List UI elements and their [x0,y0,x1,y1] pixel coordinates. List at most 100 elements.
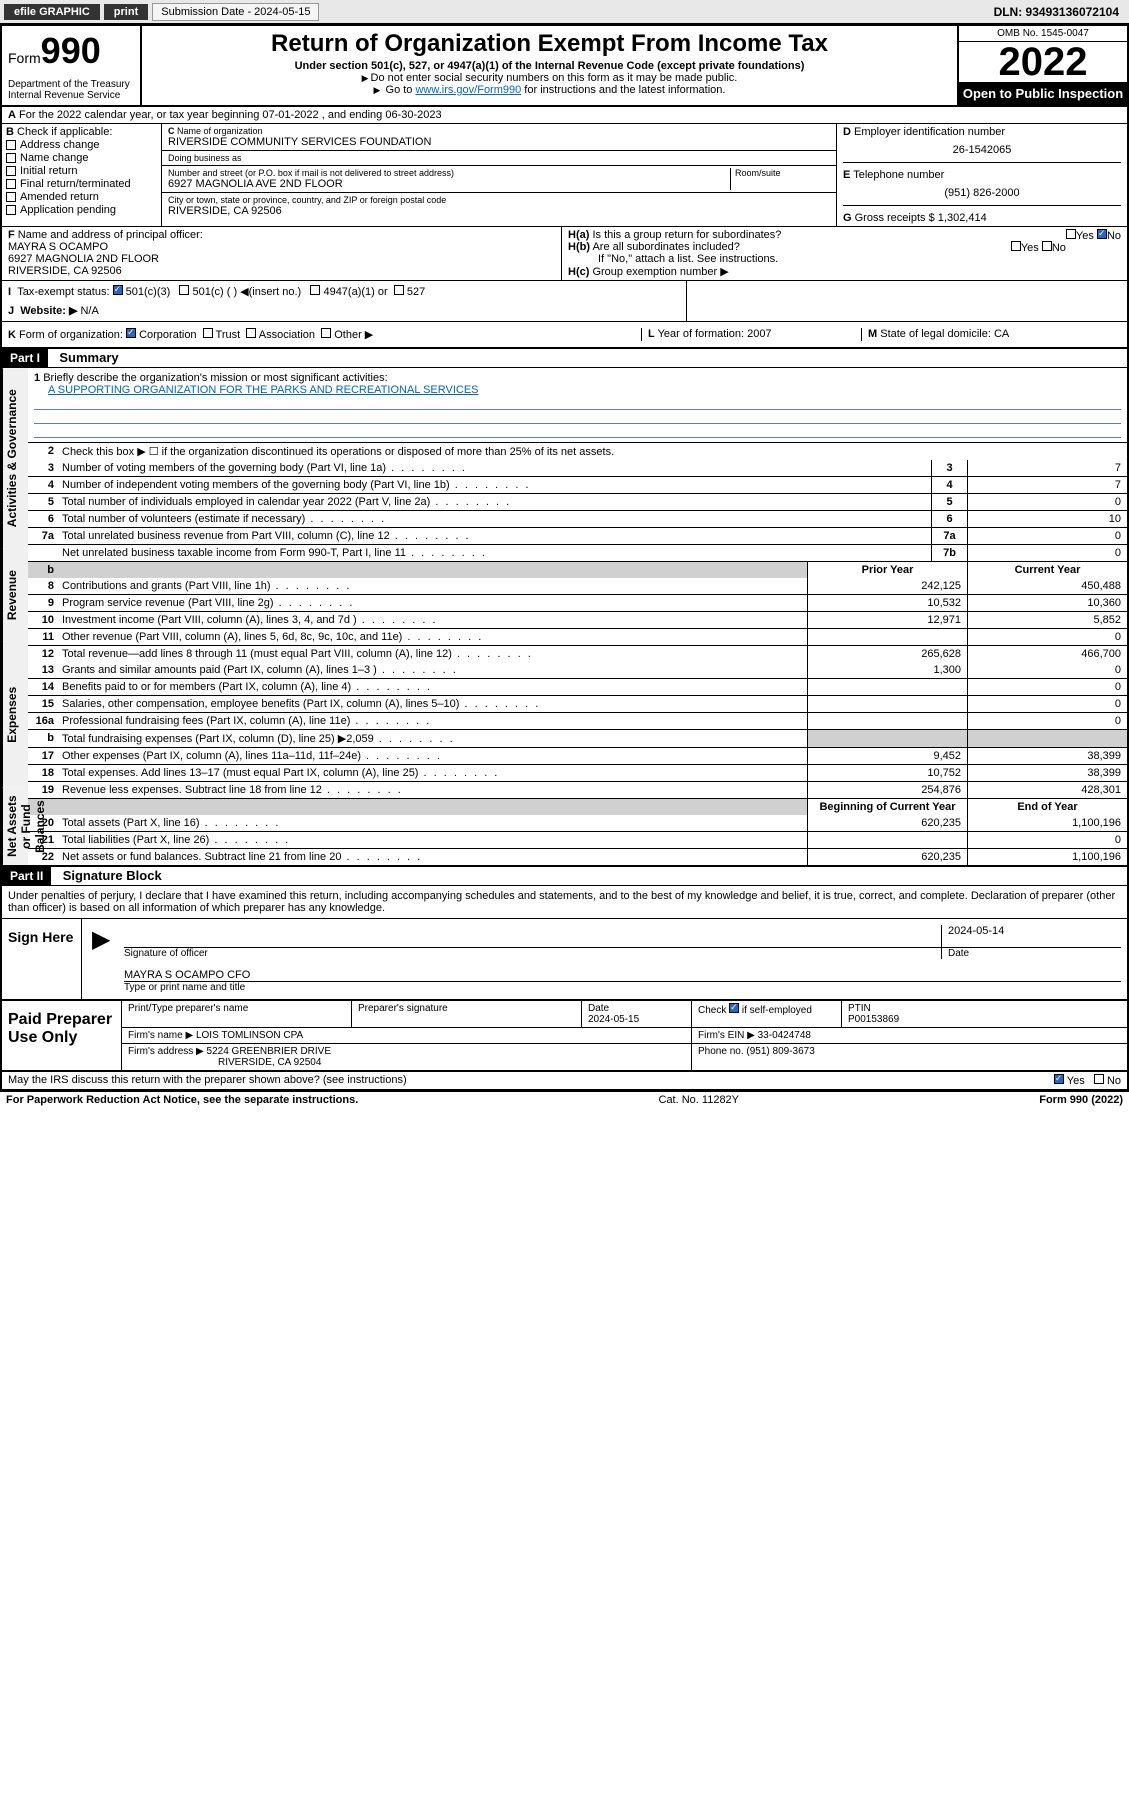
row-j: J Website: ▶ N/A [8,304,680,317]
summary-line: 7aTotal unrelated business revenue from … [28,527,1127,544]
sig-declaration: Under penalties of perjury, I declare th… [2,886,1127,919]
vtab-exp: Expenses [2,642,28,788]
exp-lines: 13Grants and similar amounts paid (Part … [28,662,1127,798]
gross-value: 1,302,414 [938,212,987,224]
prep-head-row: Print/Type preparer's name Preparer's si… [122,1001,1127,1028]
row-i-j-left: I Tax-exempt status: 501(c)(3) 501(c) ( … [2,281,687,321]
mission-line [34,396,1121,410]
chk-label: Final return/terminated [20,178,131,190]
row-k: K Form of organization: Corporation Trus… [2,322,1127,349]
officer-addr1: 6927 MAGNOLIA 2ND FLOOR [8,253,159,265]
summary-line: 9Program service revenue (Part VIII, lin… [28,594,1127,611]
form-foot: Form 990 (2022) [1039,1094,1123,1106]
mission-line [34,410,1121,424]
irs-link[interactable]: www.irs.gov/Form990 [415,84,521,96]
vtab-column: Activities & Governance Revenue Expenses… [2,368,28,865]
prep-date-col: Date2024-05-15 [582,1001,692,1027]
row-k-left: K Form of organization: Corporation Trus… [8,328,641,341]
note-ssn: Do not enter social security numbers on … [150,72,949,84]
mission-text[interactable]: A SUPPORTING ORGANIZATION FOR THE PARKS … [48,384,479,396]
summary-line: 5Total number of individuals employed in… [28,493,1127,510]
summary-line: 18Total expenses. Add lines 13–17 (must … [28,764,1127,781]
form-number: Form990 [8,30,134,72]
opt-4947: 4947(a)(1) or [323,286,387,298]
box-d-e-g: D Employer identification number 26-1542… [837,124,1127,226]
chk-self-employed[interactable] [729,1003,739,1013]
cat-no: Cat. No. 11282Y [358,1094,1039,1106]
org-name: RIVERSIDE COMMUNITY SERVICES FOUNDATION [168,136,830,148]
opt-527: 527 [407,286,425,298]
hb-yes-chk[interactable] [1011,241,1021,251]
hb-no-chk[interactable] [1042,241,1052,251]
col-head-row2: Beginning of Current Year End of Year [28,798,1127,815]
summary-content: 1 Briefly describe the organization's mi… [28,368,1127,865]
hb-label: Are all subordinates included? [592,241,739,253]
prep-check-col: Check if self-employed [692,1001,842,1027]
goto-pre: Go to [386,84,416,96]
discuss-no-chk[interactable] [1094,1074,1104,1084]
chk-amended[interactable]: Amended return [6,191,157,203]
tax-year-range: For the 2022 calendar year, or tax year … [19,109,442,121]
opt-501c: 501(c) ( ) ◀(insert no.) [193,286,302,298]
summary-line: 14Benefits paid to or for members (Part … [28,678,1127,695]
tax-year: 2022 [959,42,1127,82]
org-name-label: Name of organization [177,126,263,136]
discuss-yes-chk[interactable] [1054,1074,1064,1084]
q1-block: 1 Briefly describe the organization's mi… [28,368,1127,442]
row-a-taxyear: A For the 2022 calendar year, or tax yea… [2,107,1127,124]
efile-button[interactable]: efile GRAPHIC [4,4,100,20]
org-name-block: C Name of organization RIVERSIDE COMMUNI… [162,124,836,151]
summary-line: 21Total liabilities (Part X, line 26)0 [28,831,1127,848]
col-current-year: Current Year [967,562,1127,578]
vtab-gov: Activities & Governance [2,368,28,548]
col-prior-year: Prior Year [807,562,967,578]
chk-app-pending[interactable]: Application pending [6,204,157,216]
box-b: B Check if applicable: Address change Na… [2,124,162,226]
opt-assoc: Association [259,329,315,341]
header-left: Form990 Department of the Treasury Inter… [2,26,142,105]
chk-address-change[interactable]: Address change [6,139,157,151]
prep-ptin-col: PTINP00153869 [842,1001,1127,1027]
gov-lines: 3Number of voting members of the governi… [28,460,1127,561]
ha-no-chk[interactable] [1097,229,1107,239]
paid-preparer-label: Paid Preparer Use Only [2,1001,122,1070]
ha-no: No [1107,230,1121,242]
print-button[interactable]: print [104,4,148,20]
sig-date-val: 2024-05-14 [941,925,1121,947]
phone-value: (951) 826-2000 [843,187,1121,199]
row-f-h: F Name and address of principal officer:… [2,227,1127,281]
row-i-j-right [687,281,1127,321]
state-val: CA [994,328,1009,340]
chk-501c3[interactable] [113,285,123,295]
ha-yes-chk[interactable] [1066,229,1076,239]
chk-assoc[interactable] [246,328,256,338]
chk-name-change[interactable]: Name change [6,152,157,164]
q2-line: 2 Check this box ▶ ☐ if the organization… [28,442,1127,460]
opt-corp: Corporation [139,329,196,341]
chk-4947[interactable] [310,285,320,295]
chk-label: Amended return [20,191,99,203]
chk-501c[interactable] [179,285,189,295]
paid-preparer-row: Paid Preparer Use Only Print/Type prepar… [2,1001,1127,1072]
col-head-row: b Prior Year Current Year [28,561,1127,578]
prep-name-col: Print/Type preparer's name [122,1001,352,1027]
chk-527[interactable] [394,285,404,295]
top-toolbar: efile GRAPHIC print Submission Date - 20… [0,0,1129,24]
sig-fields: 2024-05-14 Signature of officer Date MAY… [124,925,1121,993]
firm-phone: (951) 809-3673 [746,1046,814,1057]
firm-phone-label: Phone no. [698,1046,744,1057]
summary-line: 3Number of voting members of the governi… [28,460,1127,476]
net-lines: 20Total assets (Part X, line 16)620,2351… [28,815,1127,865]
chk-final-return[interactable]: Final return/terminated [6,178,157,190]
firm-ein: 33-0424748 [758,1030,811,1041]
submission-date: Submission Date - 2024-05-15 [152,3,319,21]
chk-other[interactable] [321,328,331,338]
prep-table: Print/Type preparer's name Preparer's si… [122,1001,1127,1070]
dept-treasury: Department of the Treasury Internal Reve… [8,79,134,101]
chk-trust[interactable] [203,328,213,338]
summary-line: 4Number of independent voting members of… [28,476,1127,493]
discuss-yes: Yes [1067,1075,1085,1087]
chk-initial-return[interactable]: Initial return [6,165,157,177]
chk-label: Initial return [20,165,77,177]
chk-corp[interactable] [126,328,136,338]
